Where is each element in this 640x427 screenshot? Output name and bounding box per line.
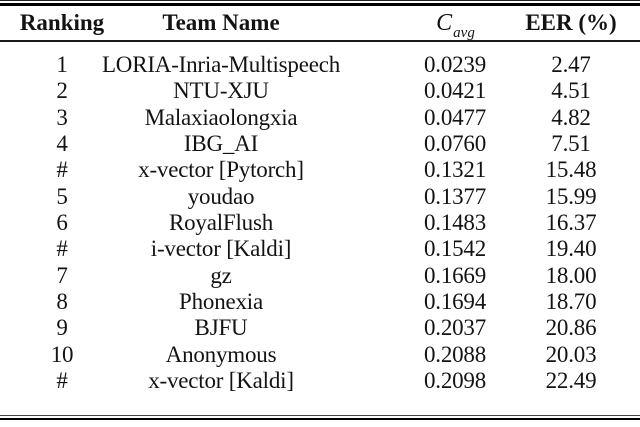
team-cell: NTU-XJU [173, 78, 269, 104]
table-bottom-rule-thin [0, 414, 640, 417]
eer-cell: 22.49 [545, 368, 597, 393]
eer-cell: 20.03 [545, 341, 597, 367]
ranking-cell: 9 [56, 315, 68, 341]
eer-cell: 19.40 [545, 236, 597, 262]
cavg-cell: 0.1694 [423, 289, 487, 314]
eer-cell: 15.99 [545, 183, 597, 209]
ranking-cell: 6 [56, 210, 68, 235]
table-row: 8 Phonexia 0.1694 18.70 [0, 289, 640, 315]
team-cell: LORIA-Inria-Multispeech [101, 52, 341, 77]
ranking-cell: # [56, 157, 68, 183]
table-row: 5 youdao 0.1377 15.99 [0, 184, 640, 210]
table-row: 6 RoyalFlush 0.1483 16.37 [0, 210, 640, 236]
cavg-cell: 0.2088 [423, 341, 487, 367]
eer-cell: 18.00 [545, 262, 597, 288]
team-cell: i-vector [Kaldi] [150, 236, 292, 262]
cavg-cell: 0.0239 [423, 52, 487, 77]
column-header-eer: EER (%) [525, 10, 617, 35]
ranking-cell: 8 [56, 289, 68, 314]
cavg-cell: 0.1483 [423, 210, 487, 235]
table-row: 3 Malaxiaolongxia 0.0477 4.82 [0, 105, 640, 131]
column-header-cavg: Cavg [436, 7, 475, 41]
table-row: 9 BJFU 0.2037 20.86 [0, 315, 640, 341]
table-bottom-rule-thick [0, 417, 640, 421]
cavg-cell: 0.1321 [423, 157, 487, 183]
cavg-subscript: avg [453, 24, 475, 41]
cavg-cell: 0.2037 [423, 315, 487, 341]
ranking-cell: 5 [56, 183, 68, 209]
table-row: # i-vector [Kaldi] 0.1542 19.40 [0, 236, 640, 262]
table-row: # x-vector [Pytorch] 0.1321 15.48 [0, 157, 640, 183]
cavg-cell: 0.1542 [423, 236, 487, 262]
table-row: 2 NTU-XJU 0.0421 4.51 [0, 78, 640, 104]
team-cell: IBG_AI [183, 131, 259, 156]
ranking-cell: # [56, 368, 68, 393]
eer-cell: 7.51 [551, 131, 591, 156]
column-header-team-name: Team Name [162, 10, 280, 35]
cavg-cell: 0.0421 [423, 78, 487, 104]
cavg-cell: 0.2098 [423, 368, 487, 393]
ranking-cell: 4 [56, 131, 68, 156]
eer-cell: 4.51 [551, 78, 591, 104]
ranking-cell: 3 [56, 104, 68, 130]
ranking-cell: 2 [56, 78, 68, 104]
table-row: 7 gz 0.1669 18.00 [0, 263, 640, 289]
eer-cell: 2.47 [551, 52, 591, 77]
eer-cell: 18.70 [545, 289, 597, 314]
team-cell: x-vector [Pytorch] [138, 157, 304, 183]
table-row: 4 IBG_AI 0.0760 7.51 [0, 131, 640, 157]
table-row: 10 Anonymous 0.2088 20.03 [0, 342, 640, 368]
table-header-rule [0, 39, 640, 43]
eer-cell: 15.48 [545, 157, 597, 183]
cavg-cell: 0.1377 [423, 183, 487, 209]
column-header-ranking: Ranking [19, 10, 105, 35]
team-cell: Anonymous [165, 341, 277, 367]
table-top-rule-thin [0, 0, 640, 2]
ranking-cell: 7 [56, 262, 68, 288]
ranking-cell: 10 [50, 341, 74, 367]
team-cell: gz [210, 262, 232, 288]
eer-cell: 4.82 [551, 104, 591, 130]
team-cell: RoyalFlush [168, 210, 274, 235]
eer-cell: 20.86 [545, 315, 597, 341]
table-top-rule-thick [0, 2, 640, 6]
cavg-cell: 0.0477 [423, 104, 487, 130]
eer-cell: 16.37 [545, 210, 597, 235]
table-row: # x-vector [Kaldi] 0.2098 22.49 [0, 368, 640, 394]
team-cell: Phonexia [179, 289, 263, 314]
team-cell: youdao [187, 183, 255, 209]
team-cell: BJFU [194, 315, 248, 341]
cavg-cell: 0.1669 [423, 262, 487, 288]
cavg-symbol: C [436, 10, 453, 36]
ranking-cell: 1 [56, 52, 68, 77]
team-cell: x-vector [Kaldi] [148, 368, 294, 393]
cavg-cell: 0.0760 [423, 131, 487, 156]
table-row: 1 LORIA-Inria-Multispeech 0.0239 2.47 [0, 52, 640, 78]
team-cell: Malaxiaolongxia [144, 104, 298, 130]
ranking-cell: # [56, 236, 68, 262]
table-row [0, 394, 640, 420]
